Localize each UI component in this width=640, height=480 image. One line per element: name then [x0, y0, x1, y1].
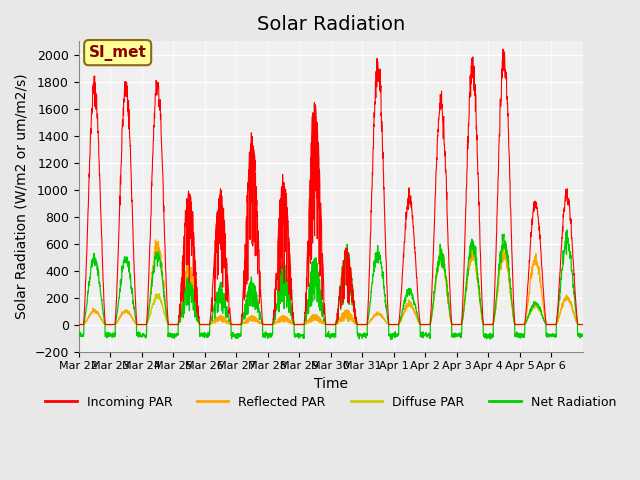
Y-axis label: Solar Radiation (W/m2 or um/m2/s): Solar Radiation (W/m2 or um/m2/s)	[15, 73, 29, 319]
Title: Solar Radiation: Solar Radiation	[257, 15, 404, 34]
Legend: Incoming PAR, Reflected PAR, Diffuse PAR, Net Radiation: Incoming PAR, Reflected PAR, Diffuse PAR…	[40, 391, 621, 414]
Text: SI_met: SI_met	[89, 45, 147, 60]
X-axis label: Time: Time	[314, 377, 348, 391]
